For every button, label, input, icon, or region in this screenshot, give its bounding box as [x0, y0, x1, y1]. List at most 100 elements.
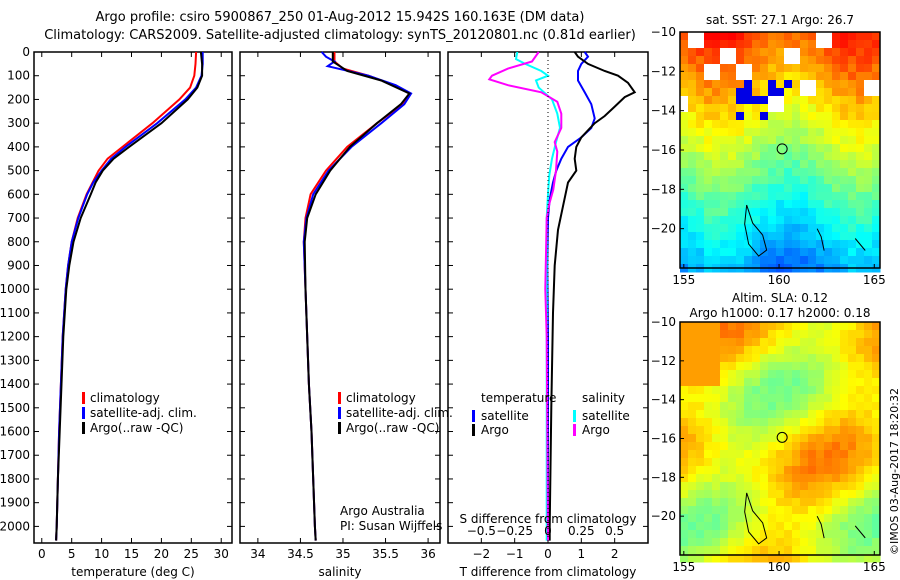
map-cell: [688, 136, 697, 145]
map-y-tick-label: −20: [651, 222, 676, 236]
map-cell: [856, 498, 865, 507]
map-cell: [696, 48, 705, 57]
map-cell: [696, 514, 705, 523]
map-cell: [864, 232, 873, 241]
map-cell: [800, 426, 809, 435]
map-cell: [808, 208, 817, 217]
map-cell: [832, 120, 841, 129]
map-cell: [720, 64, 729, 73]
map-cell: [696, 72, 705, 81]
map-cell: [840, 72, 849, 81]
map-cell: [776, 458, 785, 467]
map-cell: [840, 184, 849, 193]
map-cell: [864, 256, 873, 265]
map-cell: [744, 152, 753, 161]
map-cell: [752, 466, 761, 475]
map-cell: [704, 402, 713, 411]
map-cell: [728, 442, 737, 451]
map-cell: [728, 224, 737, 233]
map-cell: [832, 208, 841, 217]
map-cell: [760, 322, 769, 331]
map-cell: [800, 434, 809, 443]
map-cell: [832, 56, 841, 65]
map-cell: [768, 40, 777, 49]
map-cell: [704, 418, 713, 427]
map-cell: [824, 442, 833, 451]
map-cell: [720, 426, 729, 435]
map-cell: [832, 256, 841, 265]
map-cell: [752, 184, 761, 193]
map-cell: [760, 514, 769, 523]
map-cell: [832, 88, 841, 97]
map-cell: [752, 216, 761, 225]
map-cell: [688, 450, 697, 459]
x-tick-label: 30: [214, 547, 229, 561]
map-cell: [816, 546, 825, 555]
map-cell: [840, 434, 849, 443]
map-cell: [864, 434, 873, 443]
map-cell: [704, 176, 713, 185]
map-cell: [712, 208, 721, 217]
map-cell: [864, 208, 873, 217]
map-cell: [792, 64, 801, 73]
map-cell: [808, 120, 817, 129]
map-cell: [840, 450, 849, 459]
map-cell: [856, 40, 865, 49]
map-cell: [864, 248, 873, 257]
map-cell: [816, 104, 825, 113]
map-cell: [752, 224, 761, 233]
map-cell: [680, 538, 689, 547]
map-cell: [808, 56, 817, 65]
map-cell: [696, 256, 705, 265]
map-cell: [856, 482, 865, 491]
map-cell: [680, 248, 689, 257]
map-cell: [824, 322, 833, 331]
map-cell: [832, 48, 841, 57]
map-cell: [800, 248, 809, 257]
map-cell: [800, 56, 809, 65]
map-cell: [816, 362, 825, 371]
map-cell: [680, 434, 689, 443]
map-cell: [752, 458, 761, 467]
map-cell: [872, 474, 881, 483]
map-cell: [736, 442, 745, 451]
map-cell: [688, 240, 697, 249]
map-cell: [800, 208, 809, 217]
map-cell: [712, 152, 721, 161]
map-cell: [752, 554, 761, 563]
map-cell: [768, 144, 777, 153]
map-cell: [736, 112, 745, 121]
map-cell: [832, 32, 841, 41]
map-cell: [776, 362, 785, 371]
map-cell: [728, 370, 737, 379]
missing-data-cell: [824, 32, 832, 40]
map-cell: [752, 64, 761, 73]
map-cell: [768, 128, 777, 137]
map-cell: [824, 208, 833, 217]
map-cell: [736, 256, 745, 265]
map-cell: [768, 256, 777, 265]
map-cell: [776, 498, 785, 507]
map-cell: [832, 112, 841, 121]
map-cell: [736, 144, 745, 153]
missing-data-cell: [768, 96, 776, 104]
map-cell: [752, 538, 761, 547]
map-cell: [760, 216, 769, 225]
map-cell: [776, 466, 785, 475]
map-cell: [840, 120, 849, 129]
map-cell: [784, 554, 793, 563]
map-cell: [800, 546, 809, 555]
map-cell: [816, 506, 825, 515]
map-cell: [688, 490, 697, 499]
map-cell: [824, 112, 833, 121]
map-cell: [680, 362, 689, 371]
map-cell: [704, 152, 713, 161]
map-cell: [752, 530, 761, 539]
map-cell: [768, 410, 777, 419]
map-cell: [856, 96, 865, 105]
map-cell: [696, 96, 705, 105]
map-cell: [856, 56, 865, 65]
map-cell: [800, 490, 809, 499]
map-cell: [696, 378, 705, 387]
map-cell: [680, 458, 689, 467]
